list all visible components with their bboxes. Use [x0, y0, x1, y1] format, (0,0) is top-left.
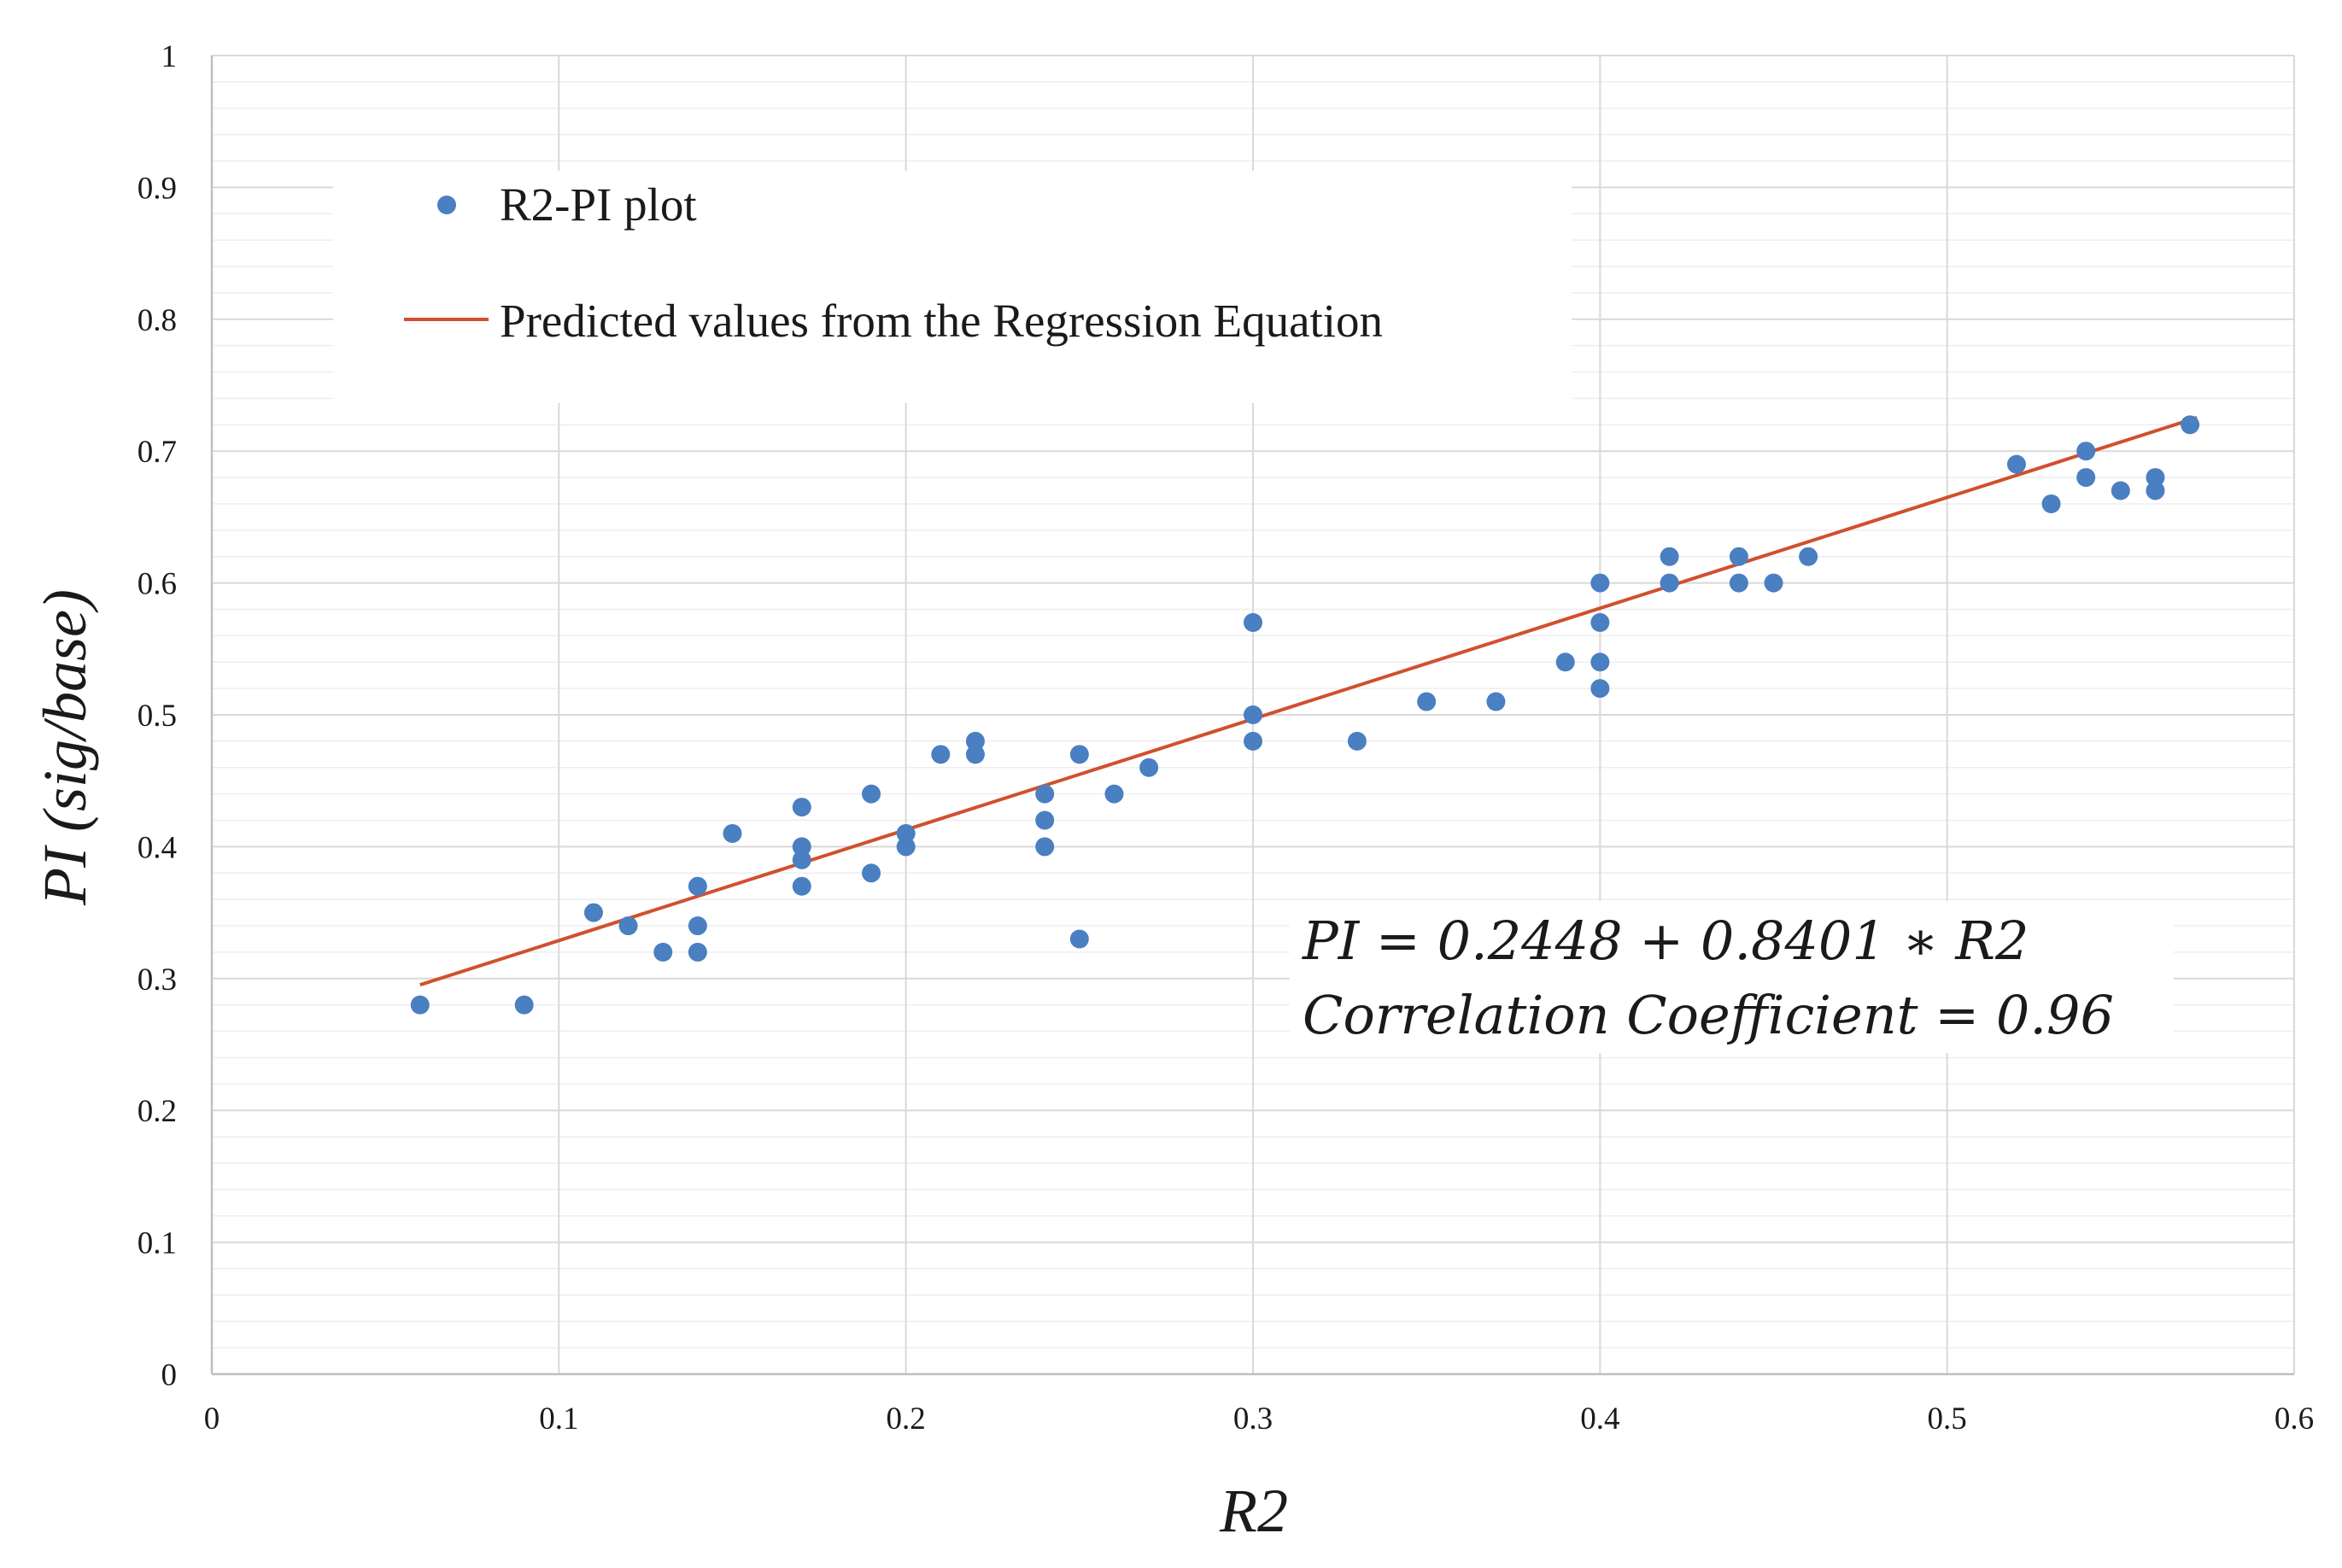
data-point — [1104, 784, 1124, 804]
data-point — [723, 823, 742, 843]
data-point — [1244, 705, 1262, 724]
data-point — [792, 850, 811, 869]
data-point — [792, 798, 811, 817]
regression-line-layer — [419, 416, 2198, 987]
correlation-coefficient: Correlation Coefficient = 0.96 — [1303, 984, 2114, 1046]
x-tick-label: 0.1 — [539, 1401, 578, 1436]
legend-label-scatter: R2-PI plot — [500, 178, 697, 231]
x-tick-label: 0.6 — [2275, 1401, 2314, 1436]
axes — [210, 56, 2294, 1376]
data-point — [896, 837, 916, 857]
data-point — [1035, 837, 1055, 857]
legend-label-line: Predicted values from the Regression Equ… — [500, 295, 1383, 347]
data-point — [896, 823, 916, 843]
data-point — [618, 916, 638, 936]
data-point — [1590, 612, 1610, 632]
data-point — [2181, 415, 2200, 435]
y-tick-label: 0.5 — [138, 699, 177, 734]
data-point — [792, 876, 811, 896]
y-tick-label: 0.6 — [138, 567, 177, 602]
y-tick-label: 0.9 — [138, 171, 177, 206]
data-point — [862, 784, 881, 804]
scatter-points-layer — [410, 415, 2200, 1015]
legend-marker-scatter — [437, 196, 456, 214]
y-tick-label: 0.7 — [138, 435, 177, 470]
x-tick-labels: 0 0.1 0.2 0.3 0.4 0.5 0.6 — [204, 1401, 2314, 1436]
x-tick-label: 0.5 — [1928, 1401, 1967, 1436]
x-tick-label: 0.2 — [887, 1401, 926, 1436]
data-point — [792, 837, 811, 857]
data-point — [1729, 547, 1748, 566]
data-point — [688, 876, 707, 896]
y-tick-label: 0.3 — [138, 962, 177, 998]
regression-line — [419, 416, 2198, 987]
x-axis-title: R2 — [1219, 1477, 1288, 1545]
data-point — [1417, 692, 1437, 711]
data-point — [410, 995, 430, 1015]
data-point — [688, 942, 707, 962]
data-point — [583, 903, 603, 922]
data-point — [1764, 573, 1783, 593]
data-point — [1729, 573, 1748, 593]
y-tick-label: 0 — [161, 1358, 178, 1393]
regression-equation: PI = 0.2448 + 0.8401 ∗ R2 — [1302, 910, 2029, 972]
y-tick-label: 1 — [161, 39, 178, 74]
y-tick-label: 0.1 — [138, 1226, 177, 1261]
data-point — [1590, 573, 1610, 593]
data-point — [1069, 929, 1089, 949]
data-point — [1486, 692, 1506, 711]
data-point — [1244, 612, 1262, 632]
y-axis-title: PI (sig/base) — [31, 589, 99, 906]
data-point — [862, 863, 881, 883]
data-point — [2076, 442, 2096, 461]
data-point — [2111, 481, 2130, 500]
x-tick-label: 0 — [204, 1401, 220, 1436]
data-point — [1244, 731, 1262, 751]
data-point — [514, 995, 534, 1015]
data-point — [1660, 573, 1679, 593]
x-tick-label: 0.3 — [1233, 1401, 1273, 1436]
data-point — [1035, 810, 1055, 830]
data-point — [1035, 784, 1055, 804]
y-tick-label: 0.2 — [138, 1094, 177, 1129]
x-tick-label: 0.4 — [1580, 1401, 1619, 1436]
data-point — [965, 745, 985, 764]
data-point — [2146, 481, 2165, 500]
data-point — [1660, 547, 1679, 566]
data-point — [2076, 468, 2096, 488]
equation-background — [1290, 901, 2174, 1053]
data-point — [1799, 547, 1818, 566]
legend-background — [333, 171, 1572, 403]
data-point — [2006, 454, 2026, 474]
data-point — [965, 731, 985, 751]
y-tick-labels: 0 0.1 0.2 0.3 0.4 0.5 0.6 0.7 0.8 0.9 1 — [138, 39, 177, 1393]
data-point — [688, 916, 707, 936]
y-tick-label: 0.4 — [138, 830, 177, 865]
y-tick-label: 0.8 — [138, 303, 177, 338]
data-point — [1590, 652, 1610, 672]
data-point — [1069, 745, 1089, 764]
data-point — [1555, 652, 1575, 672]
data-point — [1139, 758, 1159, 777]
data-point — [1347, 731, 1367, 751]
data-point — [2041, 494, 2061, 513]
data-point — [2146, 468, 2165, 488]
data-point — [1590, 679, 1610, 699]
data-point — [931, 745, 951, 764]
data-point — [653, 942, 673, 962]
